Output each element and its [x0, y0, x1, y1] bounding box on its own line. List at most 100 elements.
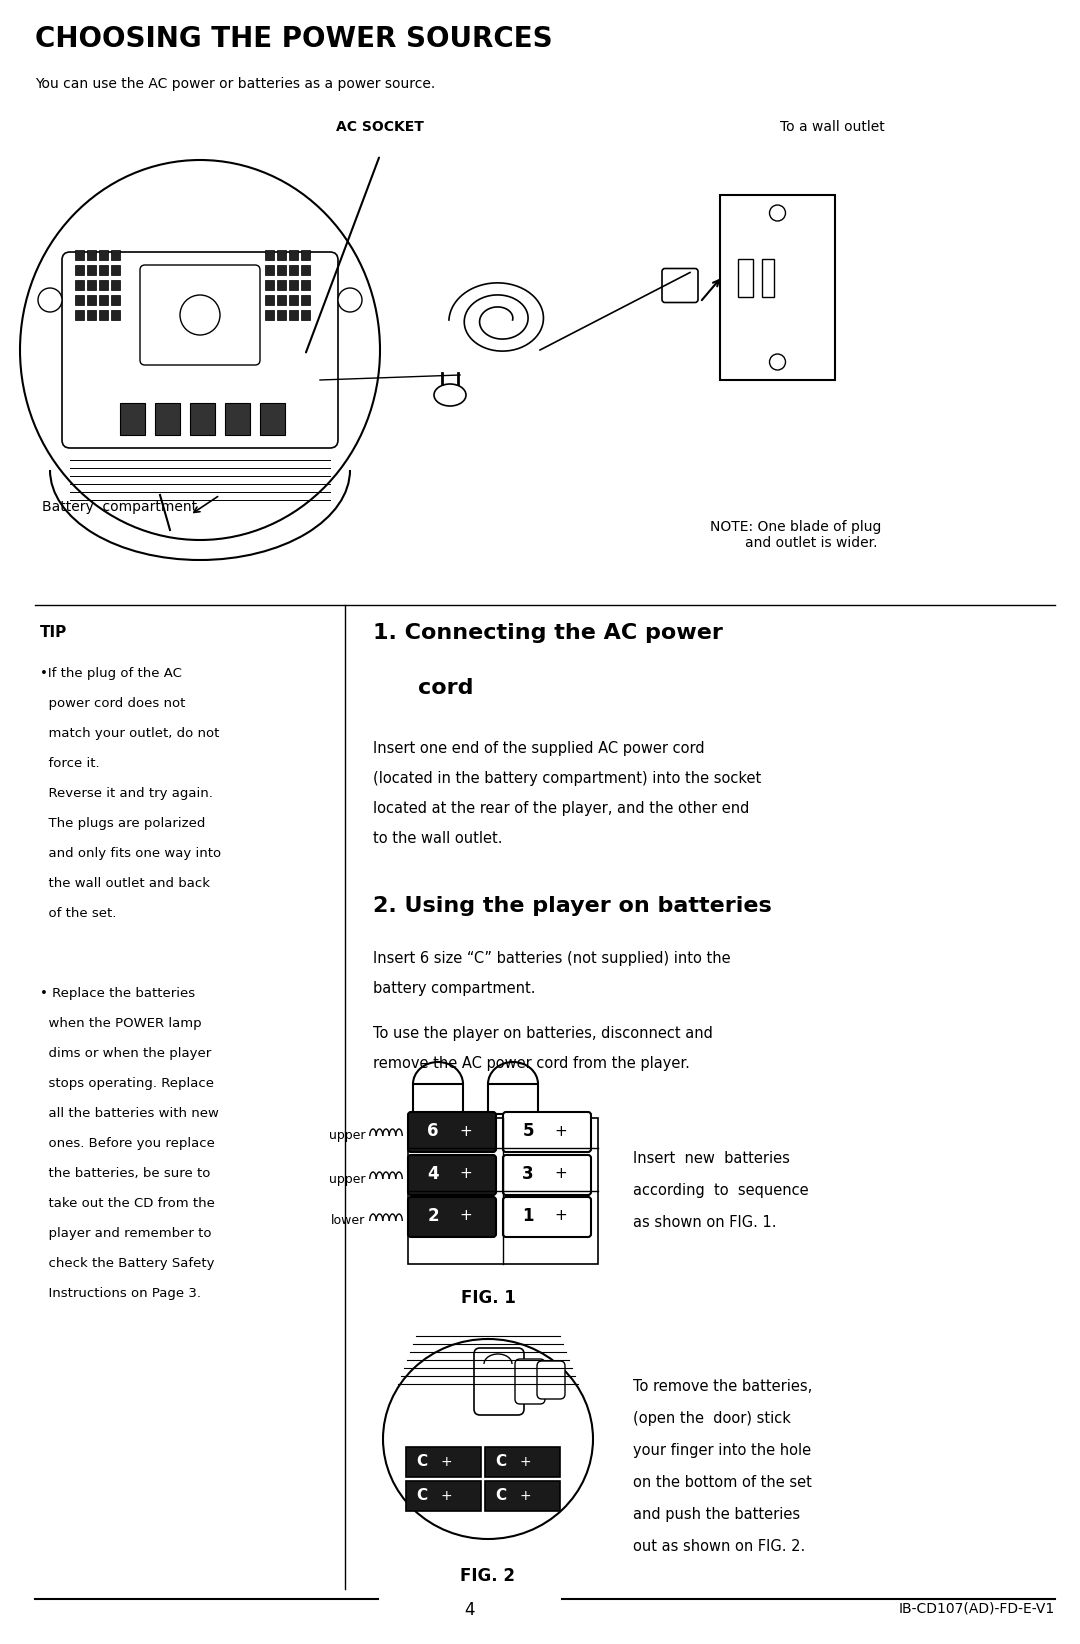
Text: 4: 4	[428, 1166, 438, 1184]
Text: 1: 1	[523, 1207, 534, 1225]
Bar	[406, 1447, 481, 1476]
Text: and only fits one way into: and only fits one way into	[40, 847, 221, 860]
Text: 3: 3	[523, 1166, 534, 1184]
FancyBboxPatch shape	[515, 1360, 545, 1404]
Bar	[289, 279, 298, 289]
Bar	[75, 294, 84, 306]
Bar	[87, 250, 96, 260]
Bar	[75, 279, 84, 289]
Text: Insert  new  batteries: Insert new batteries	[633, 1151, 789, 1166]
Text: IB-CD107(AD)-FD-E-V1: IB-CD107(AD)-FD-E-V1	[899, 1601, 1055, 1614]
FancyBboxPatch shape	[503, 1156, 591, 1195]
Text: ones. Before you replace: ones. Before you replace	[40, 1138, 215, 1151]
Text: +: +	[460, 1208, 472, 1223]
Bar	[99, 250, 108, 260]
Text: • Replace the batteries: • Replace the batteries	[40, 986, 195, 1000]
Text: C: C	[495, 1488, 507, 1504]
Text: 2. Using the player on batteries: 2. Using the player on batteries	[373, 896, 772, 916]
Text: FIG. 1: FIG. 1	[460, 1289, 515, 1307]
Text: To remove the batteries,: To remove the batteries,	[633, 1379, 812, 1394]
FancyBboxPatch shape	[503, 1197, 591, 1236]
Text: (open the  door) stick: (open the door) stick	[633, 1411, 791, 1425]
FancyBboxPatch shape	[140, 265, 260, 365]
Bar	[87, 265, 96, 275]
Bar	[99, 265, 108, 275]
Bar	[738, 258, 753, 298]
Bar	[408, 1118, 598, 1264]
Bar	[485, 1447, 561, 1476]
Text: Battery  compartment: Battery compartment	[42, 500, 198, 515]
Bar	[276, 265, 286, 275]
Text: to the wall outlet.: to the wall outlet.	[373, 830, 502, 847]
Text: Instructions on Page 3.: Instructions on Page 3.	[40, 1287, 201, 1300]
FancyBboxPatch shape	[62, 252, 338, 449]
Text: located at the rear of the player, and the other end: located at the rear of the player, and t…	[373, 801, 750, 815]
Text: +: +	[519, 1455, 531, 1470]
Bar	[75, 265, 84, 275]
Bar	[301, 265, 310, 275]
FancyBboxPatch shape	[662, 268, 698, 302]
Text: dims or when the player: dims or when the player	[40, 1047, 212, 1060]
Text: 1. Connecting the AC power: 1. Connecting the AC power	[373, 623, 723, 643]
Ellipse shape	[434, 385, 465, 406]
Text: C: C	[416, 1488, 427, 1504]
Text: remove the AC power cord from the player.: remove the AC power cord from the player…	[373, 1055, 690, 1070]
Bar	[99, 294, 108, 306]
Text: AC SOCKET: AC SOCKET	[336, 120, 424, 135]
Text: battery compartment.: battery compartment.	[373, 981, 536, 996]
Text: C: C	[416, 1455, 427, 1470]
Text: Reverse it and try again.: Reverse it and try again.	[40, 787, 213, 801]
Text: CHOOSING THE POWER SOURCES: CHOOSING THE POWER SOURCES	[35, 25, 553, 53]
Text: upper: upper	[328, 1129, 365, 1143]
FancyBboxPatch shape	[408, 1156, 496, 1195]
Bar	[75, 250, 84, 260]
Bar	[413, 1083, 463, 1115]
Bar	[301, 311, 310, 321]
Text: all the batteries with new: all the batteries with new	[40, 1106, 219, 1120]
Text: +: +	[555, 1167, 567, 1182]
Bar	[720, 196, 835, 380]
Bar	[190, 403, 215, 436]
Text: NOTE: One blade of plug
        and outlet is wider.: NOTE: One blade of plug and outlet is wi…	[710, 520, 881, 551]
Bar	[289, 250, 298, 260]
Bar	[111, 294, 120, 306]
Bar	[406, 1481, 481, 1511]
Text: when the POWER lamp: when the POWER lamp	[40, 1018, 202, 1031]
FancyBboxPatch shape	[503, 1111, 591, 1152]
Text: +: +	[519, 1489, 531, 1503]
Ellipse shape	[383, 1338, 593, 1539]
FancyBboxPatch shape	[408, 1197, 496, 1236]
Bar	[289, 294, 298, 306]
Circle shape	[180, 294, 220, 335]
Bar	[87, 279, 96, 289]
Text: player and remember to: player and remember to	[40, 1226, 212, 1240]
Bar	[99, 279, 108, 289]
Text: 2: 2	[428, 1207, 438, 1225]
Bar	[87, 294, 96, 306]
Text: 6: 6	[428, 1121, 438, 1139]
Text: +: +	[460, 1123, 472, 1139]
Bar	[265, 279, 274, 289]
Circle shape	[338, 288, 362, 312]
Text: Insert one end of the supplied AC power cord: Insert one end of the supplied AC power …	[373, 741, 704, 756]
Bar	[265, 265, 274, 275]
Text: +: +	[441, 1455, 453, 1470]
Text: You can use the AC power or batteries as a power source.: You can use the AC power or batteries as…	[35, 77, 435, 90]
Bar	[485, 1481, 561, 1511]
Bar	[488, 1083, 538, 1115]
Text: on the bottom of the set: on the bottom of the set	[633, 1475, 812, 1489]
Text: To use the player on batteries, disconnect and: To use the player on batteries, disconne…	[373, 1026, 713, 1041]
Circle shape	[769, 353, 785, 370]
Bar	[265, 294, 274, 306]
Text: +: +	[460, 1167, 472, 1182]
Text: •If the plug of the AC: •If the plug of the AC	[40, 667, 181, 681]
Text: and push the batteries: and push the batteries	[633, 1508, 800, 1522]
Text: FIG. 2: FIG. 2	[460, 1567, 515, 1585]
Bar	[111, 265, 120, 275]
Text: the wall outlet and back: the wall outlet and back	[40, 876, 210, 889]
Bar	[301, 250, 310, 260]
Circle shape	[38, 288, 62, 312]
Bar	[289, 265, 298, 275]
Text: (located in the battery compartment) into the socket: (located in the battery compartment) int…	[373, 771, 761, 786]
Text: force it.: force it.	[40, 756, 99, 769]
